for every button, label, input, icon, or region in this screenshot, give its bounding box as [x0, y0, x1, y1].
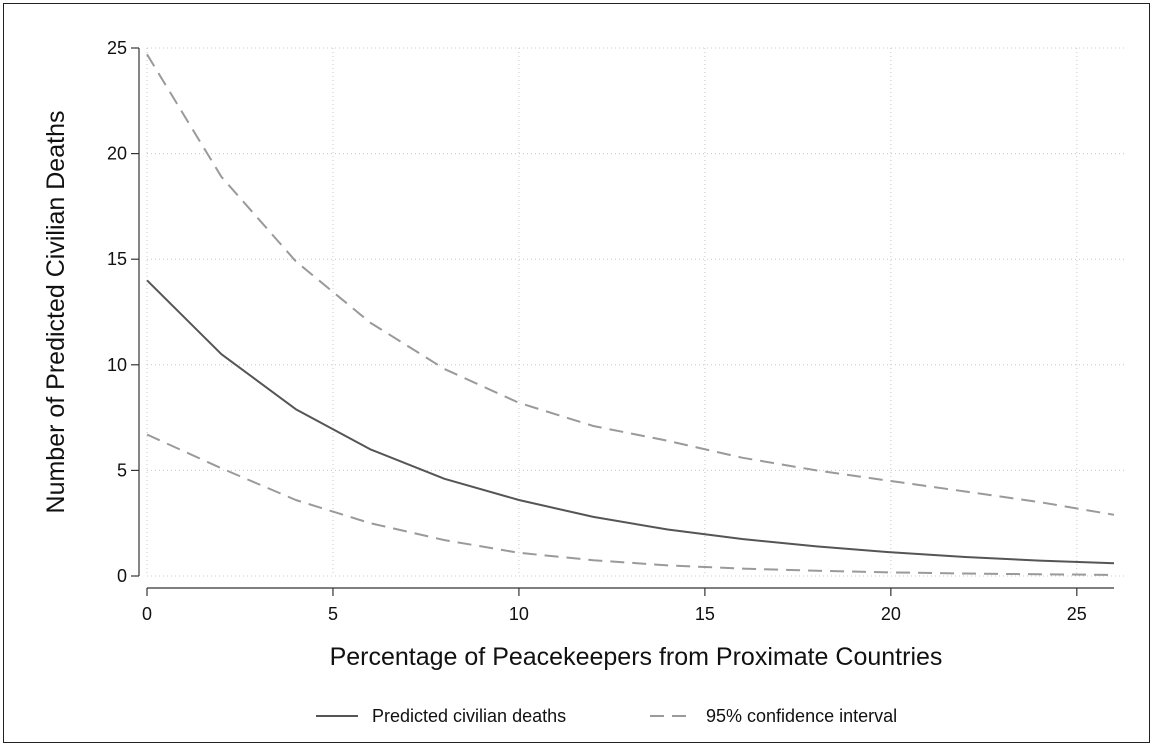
x-tick-label: 10	[509, 604, 529, 624]
series-line-predicted	[146, 279, 1115, 565]
series-line-lower-ci	[146, 433, 1115, 576]
series-lines	[146, 53, 1115, 576]
legend-label-predicted: Predicted civilian deaths	[372, 706, 566, 726]
y-tick-label: 15	[107, 249, 127, 269]
y-tick-label: 25	[107, 38, 127, 58]
legend-label-confidence: 95% confidence interval	[706, 706, 897, 726]
x-tick-label: 5	[328, 604, 338, 624]
grid-lines	[146, 47, 1126, 577]
y-axis-title: Number of Predicted Civilian Deaths	[42, 111, 70, 514]
y-tick-label: 20	[107, 144, 127, 164]
y-tick-label: 10	[107, 355, 127, 375]
x-axis-title: Percentage of Peacekeepers from Proximat…	[330, 643, 943, 671]
chart-frame	[3, 3, 1150, 743]
x-tick-label: 0	[142, 604, 152, 624]
x-tick-label: 25	[1067, 604, 1087, 624]
x-tick-label: 20	[881, 604, 901, 624]
axes	[131, 47, 1114, 596]
y-tick-label: 0	[117, 566, 127, 586]
x-tick-label: 15	[695, 604, 715, 624]
legend: Predicted civilian deaths 95% confidence…	[316, 706, 897, 726]
series-line-upper-ci	[146, 53, 1115, 516]
y-tick-label: 5	[117, 460, 127, 480]
tick-labels: 0 5 10 15 20 25 0 5 10 15 20 25	[107, 38, 1087, 624]
